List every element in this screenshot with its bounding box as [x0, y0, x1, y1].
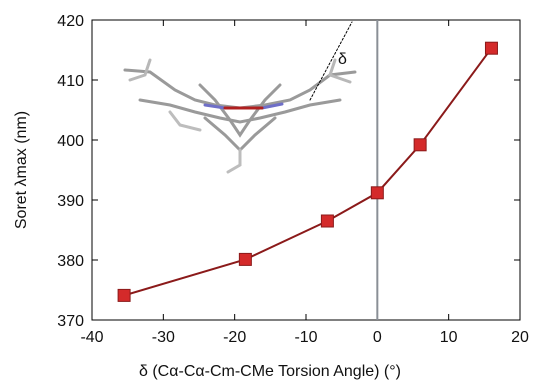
data-point — [118, 289, 130, 301]
x-tick-label: -40 — [80, 329, 103, 346]
x-axis-label: δ (Cα-Cα-Cm-CMe Torsion Angle) (°) — [139, 363, 401, 380]
y-tick-label: 380 — [57, 253, 84, 270]
x-tick-label: -30 — [152, 329, 175, 346]
data-point — [485, 42, 497, 54]
y-tick-label: 370 — [57, 313, 84, 330]
y-axis-label: Soret λmax (nm) — [13, 111, 30, 229]
y-tick-label: 400 — [57, 133, 84, 150]
data-point — [321, 215, 333, 227]
data-point — [414, 139, 426, 151]
y-tick-label: 390 — [57, 193, 84, 210]
chart: δ δ (Cα-Cα-Cm-CMe Torsion Angle) (°) Sor… — [0, 0, 537, 387]
molecule-inset — [125, 22, 355, 172]
x-tick-label: -10 — [294, 329, 317, 346]
x-tick-label: -20 — [223, 329, 246, 346]
x-tick-label: 10 — [440, 329, 458, 346]
x-tick-label: 0 — [373, 329, 382, 346]
x-tick-label: 20 — [511, 329, 529, 346]
data-point — [371, 187, 383, 199]
plot-frame — [92, 20, 520, 320]
y-tick-label: 420 — [57, 13, 84, 30]
data-line — [124, 48, 491, 295]
data-point — [239, 253, 251, 265]
annotation: δ — [338, 51, 347, 68]
y-tick-label: 410 — [57, 73, 84, 90]
